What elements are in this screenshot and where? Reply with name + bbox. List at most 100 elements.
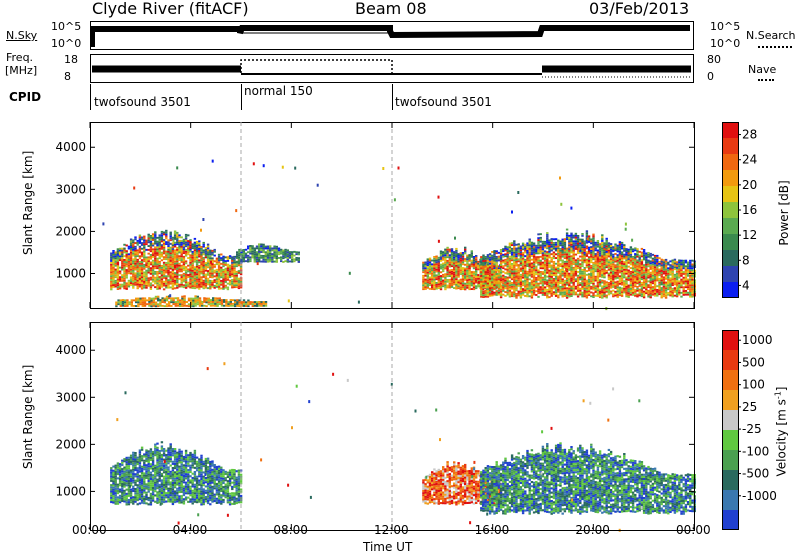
data-cell: [565, 281, 569, 284]
data-cell: [517, 258, 520, 261]
data-cell: [242, 303, 246, 305]
data-cell: [565, 262, 569, 265]
data-cell: [510, 270, 514, 273]
data-cell: [609, 275, 613, 278]
data-cell: [112, 250, 115, 252]
data-cell: [552, 251, 556, 254]
data-cell: [156, 242, 159, 245]
data-cell: [233, 261, 236, 264]
data-cell: [660, 264, 663, 267]
data-cell: [625, 287, 628, 290]
data-cell: [576, 252, 580, 254]
data-cell: [231, 282, 234, 285]
data-cell: [537, 275, 540, 277]
data-cell: [691, 265, 694, 268]
data-cell: [594, 256, 597, 259]
data-cell: [167, 264, 170, 266]
data-cell: [206, 253, 210, 255]
data-cell: [147, 265, 150, 268]
data-cell: [141, 301, 144, 304]
data-cell: [147, 260, 150, 263]
data-cell: [524, 259, 527, 261]
data-cell: [211, 283, 214, 286]
data-cell: [238, 254, 241, 257]
data-cell: [477, 274, 480, 276]
data-cell: [583, 278, 586, 281]
data-cell: [682, 265, 685, 268]
data-cell: [132, 489, 135, 492]
data-cell: [129, 482, 133, 485]
data-cell: [464, 260, 467, 262]
data-cell: [519, 254, 523, 257]
data-cell: [590, 242, 593, 245]
data-cell: [163, 301, 166, 304]
data-cell: [123, 262, 126, 265]
data-cell: [112, 474, 115, 477]
data-cell: [598, 290, 602, 293]
data-cell: [271, 253, 274, 256]
data-cell: [468, 273, 471, 275]
data-cell: [656, 256, 659, 259]
data-cell: [590, 257, 593, 260]
data-cell: [114, 494, 117, 497]
data-cell: [592, 279, 595, 281]
data-cell: [206, 260, 210, 263]
data-cell: [627, 260, 630, 262]
data-cell: [112, 251, 115, 254]
data-cell: [251, 252, 254, 255]
data-cell: [176, 271, 179, 274]
data-cell: [519, 245, 523, 248]
data-cell: [231, 286, 234, 289]
data-cell: [224, 267, 227, 270]
data-cell: [171, 259, 175, 262]
data-cell: [258, 304, 261, 307]
nave-tick-bottom: 0: [707, 70, 714, 83]
data-cell: [160, 282, 164, 284]
data-cell: [147, 248, 150, 251]
data-cell: [461, 286, 465, 288]
data-cell: [169, 263, 172, 266]
data-cell: [125, 471, 128, 474]
data-cell: [459, 256, 462, 258]
data-cell: [493, 253, 496, 256]
data-cell: [121, 283, 124, 286]
data-cell: [466, 254, 469, 257]
data-cell: [554, 257, 558, 259]
data-cell: [110, 498, 113, 501]
data-cell: [673, 289, 677, 291]
data-cell: [548, 283, 551, 285]
data-cell: [134, 281, 137, 284]
data-cell: [260, 304, 263, 307]
data-cell: [191, 268, 194, 270]
data-cell: [627, 261, 630, 264]
data-cell: [264, 304, 268, 307]
data-cell: [453, 260, 456, 263]
data-cell: [537, 241, 540, 243]
data-cell: [629, 291, 633, 294]
data-cell: [552, 274, 556, 277]
data-cell: [112, 257, 115, 260]
data-cell: [537, 269, 540, 272]
data-cell: [686, 286, 690, 289]
data-cell: [598, 248, 602, 251]
data-cell: [156, 265, 159, 268]
data-cell: [206, 287, 210, 290]
data-cell: [645, 275, 648, 278]
data-cell: [669, 268, 672, 270]
data-cell: [114, 475, 117, 478]
data-cell: [204, 256, 208, 259]
data-cell: [550, 293, 553, 295]
data-cell: [590, 240, 593, 243]
data-cell: [552, 261, 556, 263]
data-cell: [669, 288, 672, 291]
data-cell: [472, 284, 476, 287]
data-cell: [156, 288, 159, 290]
data-cell: [568, 291, 571, 294]
data-cell: [546, 232, 549, 234]
data-cell: [422, 263, 425, 266]
data-cell: [145, 271, 148, 274]
data-cell: [475, 275, 478, 278]
data-cell: [475, 270, 478, 272]
data-cell: [561, 238, 564, 241]
data-cell: [450, 274, 454, 277]
